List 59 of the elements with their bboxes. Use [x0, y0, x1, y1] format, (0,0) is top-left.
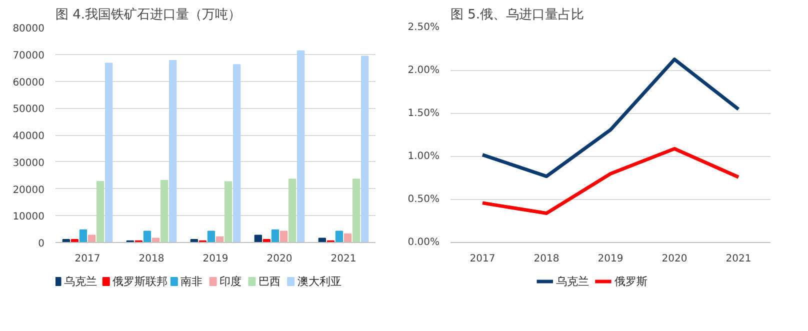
y-tick-label: 40000 [12, 131, 44, 142]
bar [96, 180, 104, 242]
bar [233, 64, 241, 242]
y-tick-label: 30000 [12, 158, 44, 169]
legend-label: 澳大利亚 [297, 275, 342, 288]
x-tick-label: 2019 [598, 254, 624, 264]
bar [297, 50, 305, 242]
bar [318, 238, 326, 242]
bar [88, 234, 96, 242]
chart-title: 图 4.我国铁矿石进口量（万吨） [56, 8, 242, 22]
legend-label: 俄罗斯 [614, 275, 648, 288]
line-series [480, 147, 740, 216]
y-tick-label: 2.50% [408, 22, 440, 33]
x-tick-label: 2021 [330, 254, 356, 264]
x-tick-label: 2019 [202, 254, 228, 264]
bar [169, 60, 177, 242]
y-tick-label: 1.50% [408, 108, 440, 119]
y-tick-label: 80000 [12, 24, 44, 34]
y-tick-label: 20000 [12, 184, 44, 196]
legend-label: 乌克兰 [556, 275, 590, 288]
y-tick-label: 0.00% [408, 237, 440, 248]
y-tick-label: 50000 [12, 104, 44, 116]
x-tick-label: 2018 [534, 254, 560, 264]
bar [224, 181, 232, 242]
x-tick-label: 2020 [266, 254, 292, 264]
bar [105, 62, 113, 242]
line-series [480, 58, 740, 178]
y-tick-label: 0.50% [408, 194, 440, 205]
x-tick-label: 2020 [662, 254, 688, 264]
y-tick-label: 2.00% [408, 65, 440, 76]
y-tick-label: 60000 [12, 77, 44, 88]
bar [143, 230, 152, 242]
bar [361, 56, 369, 242]
bar [79, 229, 88, 242]
legend-label: 巴西 [258, 275, 280, 288]
x-tick-label: 2018 [138, 254, 164, 264]
legend-label: 南非 [180, 275, 203, 288]
bar [271, 229, 280, 242]
x-tick-label: 2017 [74, 254, 100, 264]
bar [160, 180, 168, 242]
bar [280, 230, 288, 242]
bar [335, 230, 344, 242]
bar [152, 238, 160, 242]
y-tick-label: 10000 [12, 212, 44, 223]
bar [216, 236, 224, 242]
bar [288, 178, 296, 242]
legend-label: 俄罗斯联邦 [112, 275, 168, 288]
legend-label: 乌克兰 [64, 275, 98, 288]
chart-title: 图 5.俄、乌进口量占比 [450, 8, 584, 22]
x-tick-label: 2017 [470, 254, 496, 264]
y-tick-label: 1.00% [408, 151, 440, 162]
bar [344, 233, 352, 242]
bar [254, 234, 262, 242]
y-tick-label: 70000 [12, 50, 44, 62]
bar [207, 230, 216, 242]
legend-label: 印度 [220, 275, 242, 288]
bar [352, 178, 360, 242]
y-tick-label: 0 [38, 238, 45, 250]
x-tick-label: 2021 [726, 254, 752, 264]
